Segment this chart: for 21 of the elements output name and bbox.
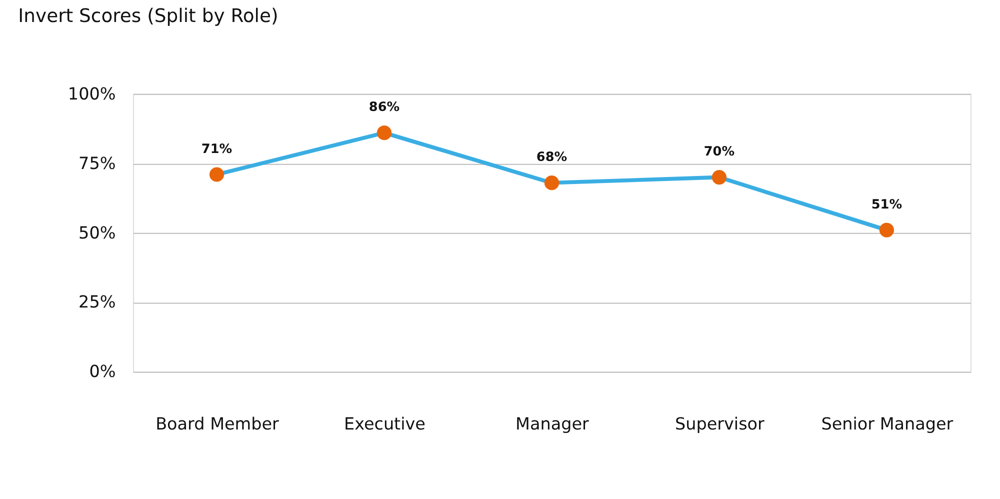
data-label: 68% — [536, 150, 568, 166]
x-tick-label: Supervisor — [674, 413, 765, 434]
x-tick-label: Manager — [516, 413, 590, 434]
point — [209, 167, 224, 182]
y-tick-label: 75% — [78, 152, 116, 173]
data-label: 71% — [201, 142, 232, 157]
x-tick-label: Senior Manager — [821, 413, 954, 434]
y-tick-label: 25% — [78, 292, 116, 312]
chart-title: Invert Scores (Split by Role) — [18, 6, 278, 28]
point — [544, 176, 560, 190]
y-tick-label: 50% — [78, 222, 116, 242]
y-tick-label: 100% — [68, 83, 116, 104]
data-label: 70% — [704, 144, 735, 160]
point — [376, 126, 392, 140]
data-label: 51% — [871, 197, 902, 212]
data-label: 86% — [368, 100, 400, 116]
point — [712, 170, 727, 185]
y-tick-label: 0% — [89, 361, 116, 382]
x-tick-label: Executive — [344, 413, 426, 434]
point — [879, 222, 894, 238]
x-tick-label: Board Member — [156, 413, 280, 434]
